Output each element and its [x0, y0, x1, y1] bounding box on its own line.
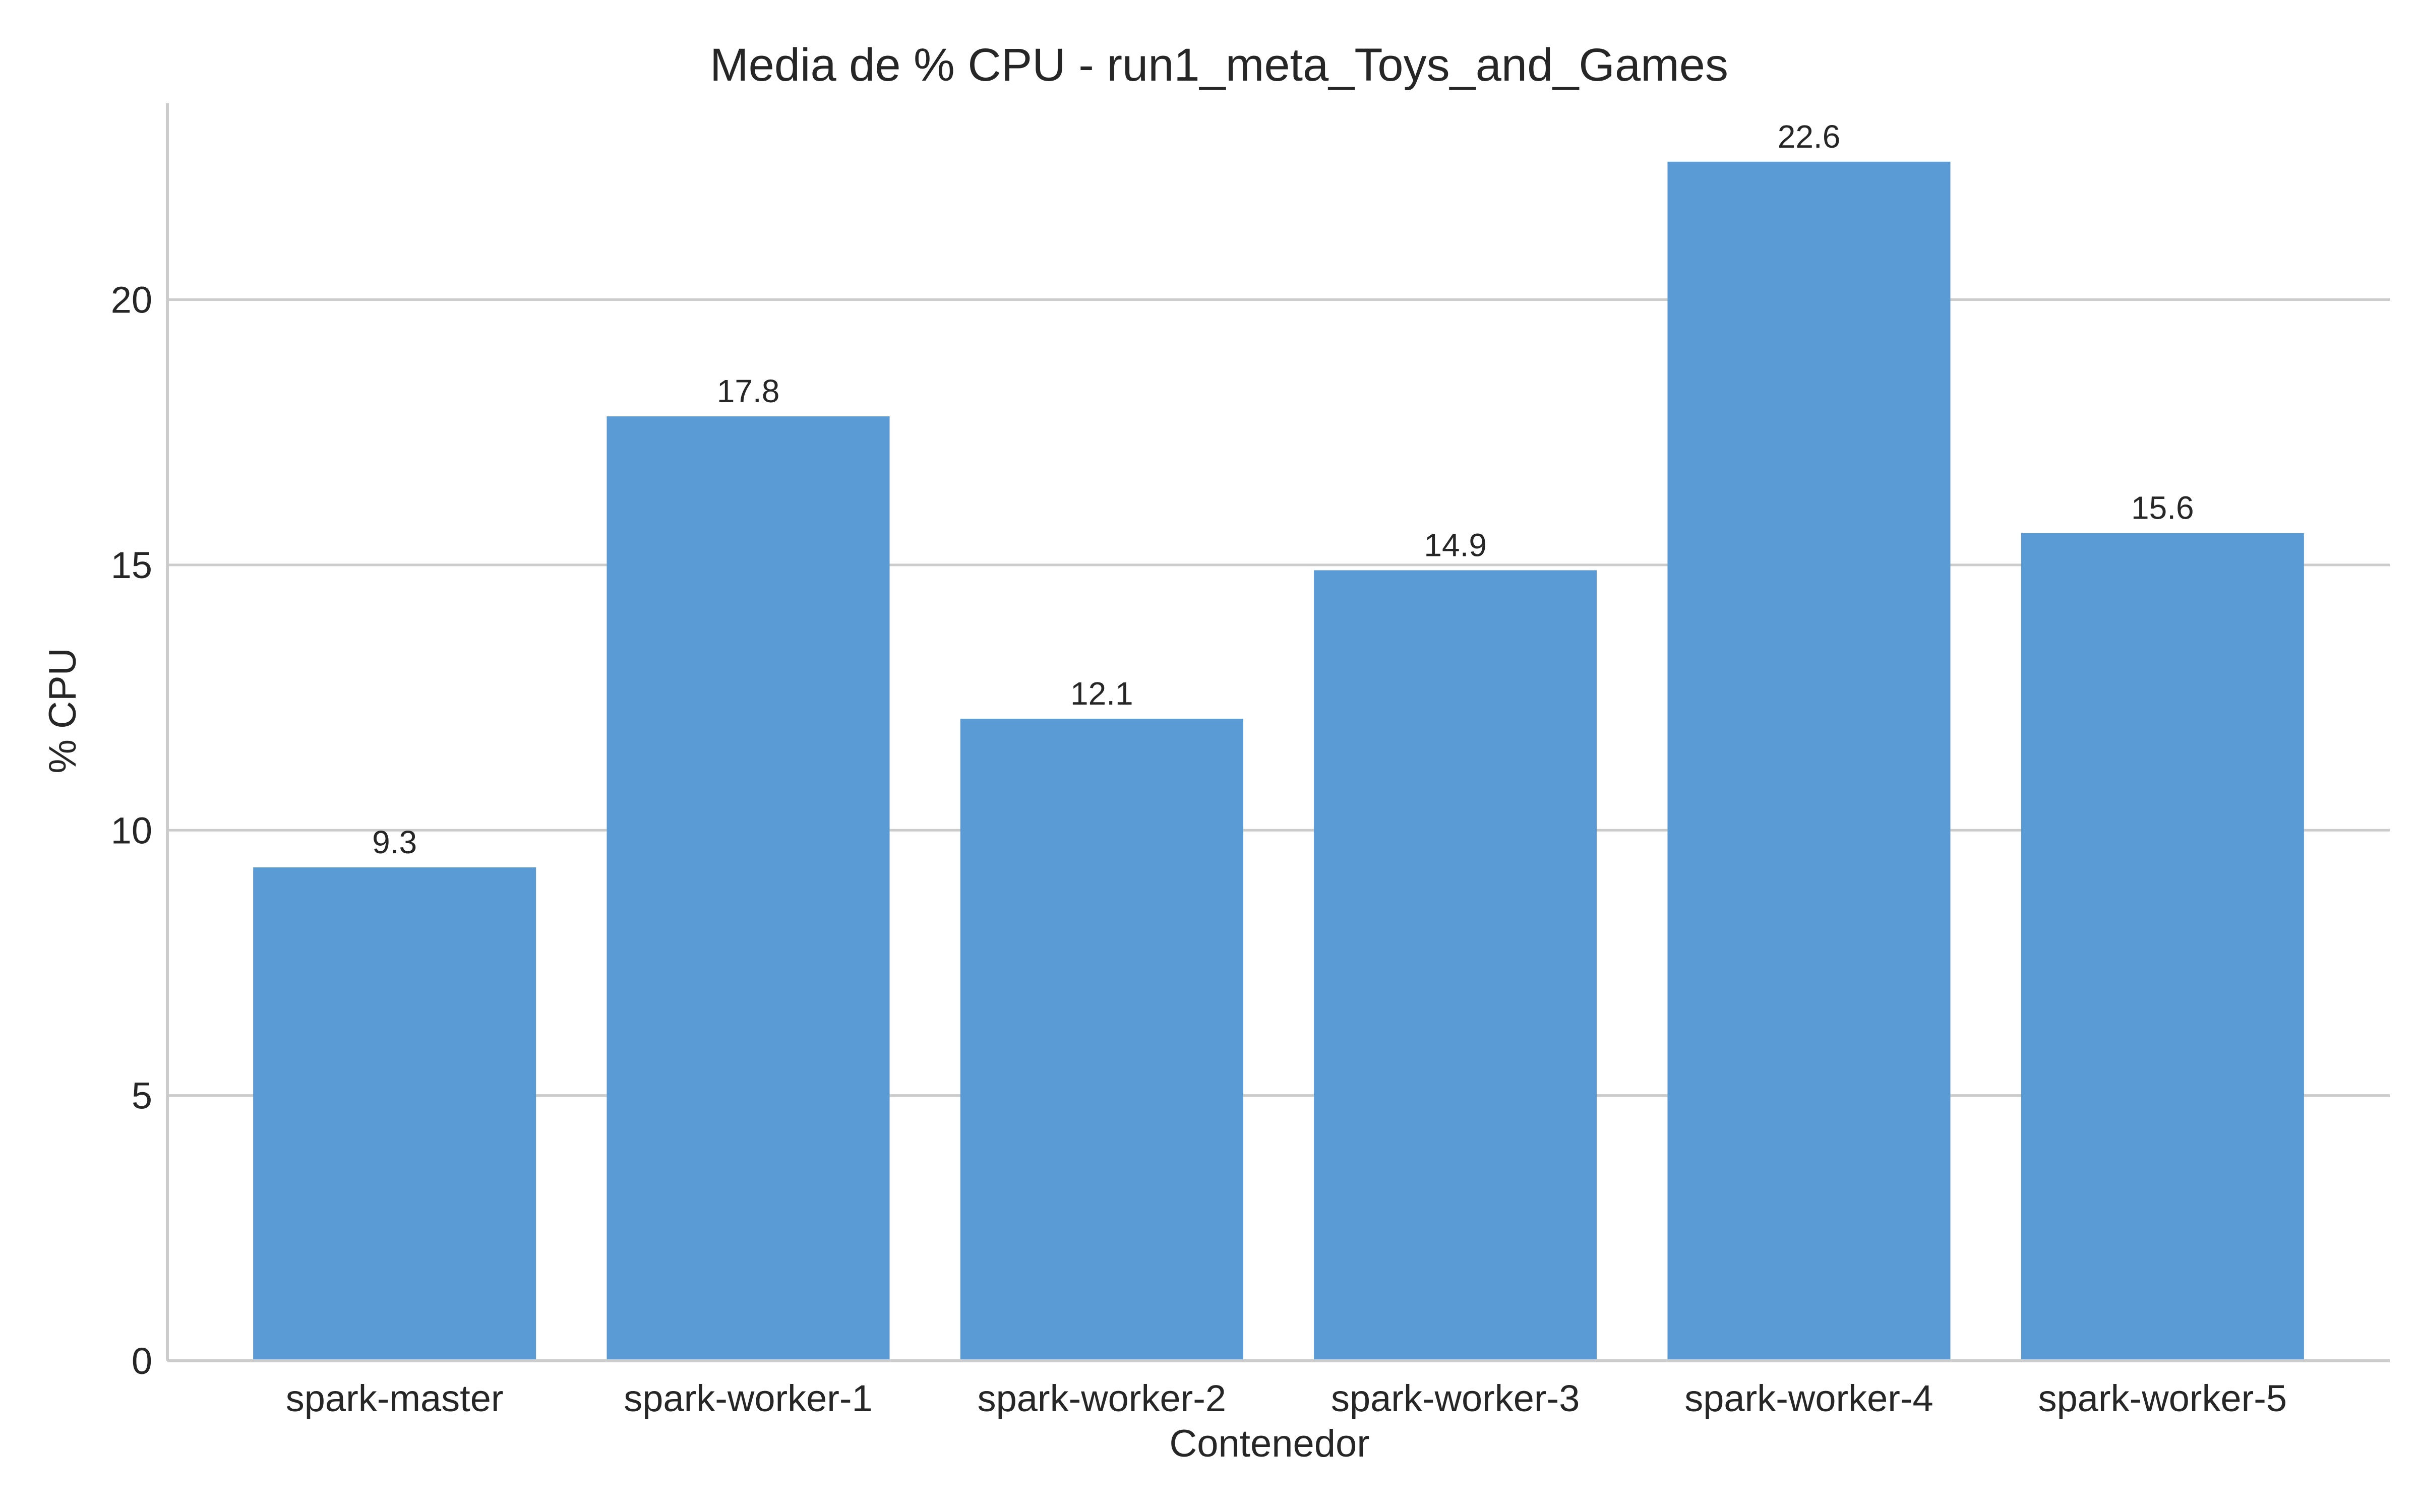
y-tick-labels: 0 5 10 15 20: [111, 279, 152, 1382]
bar-value-label: 22.6: [1778, 118, 1841, 155]
x-tick-label: spark-worker-5: [2038, 1377, 2287, 1419]
x-tick-label: spark-worker-3: [1331, 1377, 1580, 1419]
bar-value-label: 14.9: [1424, 527, 1487, 563]
bar: [960, 719, 1243, 1361]
grid-lines: [167, 298, 2390, 1097]
x-tick-label: spark-worker-4: [1684, 1377, 1933, 1419]
bar-value-label: 12.1: [1070, 675, 1133, 712]
bar: [1314, 570, 1597, 1361]
x-tick-labels: spark-master spark-worker-1 spark-worker-2…: [286, 1377, 2287, 1419]
x-tick-label: spark-worker-1: [624, 1377, 872, 1419]
axis-spines: [166, 103, 2390, 1362]
y-tick-label: 0: [132, 1340, 152, 1382]
y-tick-label: 20: [111, 279, 152, 321]
y-tick-label: 10: [111, 809, 152, 851]
bar: [1667, 161, 1951, 1361]
y-tick-label: 15: [111, 544, 152, 586]
y-axis-label: % CPU: [41, 648, 84, 773]
bar: [2021, 533, 2304, 1361]
x-tick-label: spark-worker-2: [978, 1377, 1226, 1419]
bar-value-labels: 9.3 17.8 12.1 14.9 22.6 15.6: [372, 118, 2194, 860]
bar-value-label: 9.3: [372, 824, 417, 860]
bar-value-label: 15.6: [2131, 490, 2194, 526]
bar: [607, 416, 890, 1361]
x-axis-label: Contenedor: [1169, 1422, 1369, 1465]
x-tick-label: spark-master: [286, 1377, 504, 1419]
bar-value-label: 17.8: [717, 373, 780, 409]
bars: [253, 161, 2304, 1361]
bar: [253, 867, 536, 1361]
y-tick-label: 5: [132, 1075, 152, 1117]
chart-title: Media de % CPU - run1_meta_Toys_and_Game…: [710, 39, 1728, 91]
